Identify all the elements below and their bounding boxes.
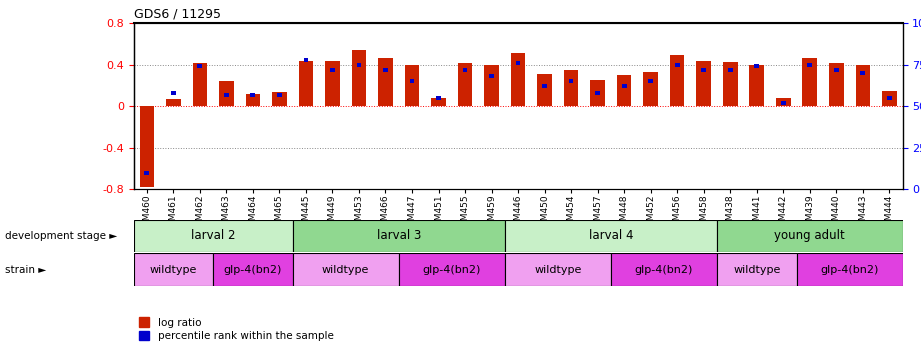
Bar — [595, 91, 600, 95]
Bar — [145, 171, 149, 175]
Bar — [304, 57, 309, 62]
Bar — [489, 74, 494, 79]
Bar — [860, 71, 865, 75]
Bar — [356, 62, 361, 67]
Bar — [197, 64, 203, 69]
Text: wildtype: wildtype — [534, 265, 581, 275]
Bar — [728, 67, 732, 72]
Text: larval 3: larval 3 — [377, 229, 421, 242]
Bar — [437, 96, 441, 100]
Text: glp-4(bn2): glp-4(bn2) — [423, 265, 481, 275]
Bar — [754, 64, 759, 69]
FancyBboxPatch shape — [399, 253, 505, 286]
Bar — [325, 61, 340, 106]
Bar — [511, 53, 525, 106]
Bar — [462, 67, 468, 72]
Bar — [224, 92, 228, 97]
Bar — [776, 98, 790, 106]
Bar — [246, 94, 260, 106]
Bar — [829, 62, 844, 106]
Bar — [590, 80, 605, 106]
Bar — [617, 75, 632, 106]
Text: glp-4(bn2): glp-4(bn2) — [224, 265, 282, 275]
Bar — [277, 92, 282, 97]
Text: wildtype: wildtype — [733, 265, 780, 275]
Bar — [568, 79, 574, 84]
Bar — [251, 92, 255, 97]
Text: larval 2: larval 2 — [191, 229, 236, 242]
Bar — [564, 70, 578, 106]
Bar — [516, 61, 520, 65]
FancyBboxPatch shape — [134, 220, 293, 252]
Bar — [298, 61, 313, 106]
Bar — [887, 96, 892, 100]
Bar — [644, 72, 658, 106]
Text: development stage ►: development stage ► — [5, 231, 117, 241]
Bar — [834, 67, 839, 72]
Bar — [723, 62, 738, 106]
FancyBboxPatch shape — [797, 253, 903, 286]
Bar — [696, 61, 711, 106]
Bar — [379, 59, 392, 106]
Bar — [670, 55, 684, 106]
Bar — [856, 65, 870, 106]
Text: larval 4: larval 4 — [589, 229, 633, 242]
Text: glp-4(bn2): glp-4(bn2) — [635, 265, 694, 275]
Text: strain ►: strain ► — [5, 265, 46, 275]
Bar — [139, 106, 154, 187]
Text: glp-4(bn2): glp-4(bn2) — [821, 265, 879, 275]
Bar — [675, 62, 680, 67]
Text: young adult: young adult — [775, 229, 845, 242]
FancyBboxPatch shape — [611, 253, 717, 286]
Bar — [431, 98, 446, 106]
Bar — [781, 101, 786, 105]
Bar — [272, 92, 286, 106]
Bar — [484, 65, 499, 106]
Text: wildtype: wildtype — [322, 265, 369, 275]
Bar — [383, 67, 388, 72]
Bar — [808, 62, 812, 67]
FancyBboxPatch shape — [213, 253, 293, 286]
Bar — [750, 65, 764, 106]
Bar — [882, 91, 897, 106]
Bar — [701, 67, 706, 72]
Bar — [404, 65, 419, 106]
FancyBboxPatch shape — [717, 253, 797, 286]
Bar — [171, 91, 176, 95]
Bar — [352, 50, 367, 106]
Text: wildtype: wildtype — [149, 265, 197, 275]
Bar — [330, 67, 335, 72]
Bar — [410, 79, 414, 84]
Bar — [542, 84, 547, 89]
FancyBboxPatch shape — [505, 253, 611, 286]
Bar — [458, 62, 472, 106]
FancyBboxPatch shape — [134, 253, 213, 286]
Text: GDS6 / 11295: GDS6 / 11295 — [134, 7, 220, 21]
FancyBboxPatch shape — [717, 220, 903, 252]
FancyBboxPatch shape — [293, 253, 399, 286]
Bar — [648, 79, 653, 84]
FancyBboxPatch shape — [505, 220, 717, 252]
Bar — [537, 74, 552, 106]
Legend: log ratio, percentile rank within the sample: log ratio, percentile rank within the sa… — [139, 317, 333, 341]
Bar — [802, 59, 817, 106]
FancyBboxPatch shape — [293, 220, 505, 252]
Bar — [192, 62, 207, 106]
Bar — [622, 84, 626, 89]
Bar — [166, 99, 181, 106]
Bar — [219, 81, 234, 106]
